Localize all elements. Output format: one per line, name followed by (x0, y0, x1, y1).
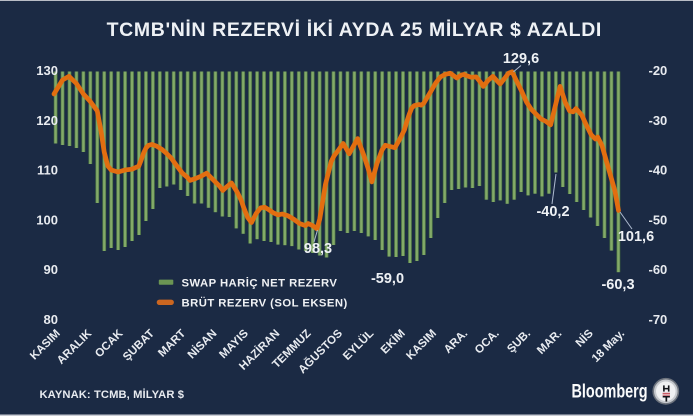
svg-text:KAYNAK: TCMB, MİLYAR $: KAYNAK: TCMB, MİLYAR $ (40, 388, 185, 401)
svg-text:-60: -60 (649, 262, 668, 277)
svg-text:-50: -50 (649, 212, 668, 227)
svg-text:80: 80 (44, 312, 58, 327)
svg-text:130: 130 (36, 63, 58, 78)
svg-text:-40: -40 (649, 163, 668, 178)
svg-text:-70: -70 (649, 312, 668, 327)
svg-text:98,3: 98,3 (304, 241, 332, 257)
svg-text:90: 90 (44, 262, 58, 277)
svg-text:-40,2: -40,2 (536, 204, 569, 220)
svg-text:SWAP HARİÇ NET REZERV: SWAP HARİÇ NET REZERV (182, 277, 338, 290)
svg-text:-60,3: -60,3 (601, 277, 634, 293)
svg-text:110: 110 (37, 163, 58, 178)
svg-text:129,6: 129,6 (503, 51, 539, 67)
svg-text:120: 120 (36, 113, 58, 128)
svg-text:101,6: 101,6 (618, 229, 654, 245)
svg-text:TCMB'NİN REZERVİ İKİ AYDA 25 M: TCMB'NİN REZERVİ İKİ AYDA 25 MİLYAR $ AZ… (107, 18, 602, 41)
svg-text:100: 100 (36, 212, 58, 227)
svg-text:-20: -20 (649, 63, 668, 78)
svg-text:Bloomberg: Bloomberg (572, 379, 648, 402)
svg-text:BRÜT REZERV (SOL EKSEN): BRÜT REZERV (SOL EKSEN) (182, 297, 348, 310)
svg-text:-30: -30 (649, 113, 668, 128)
svg-text:-59,0: -59,0 (371, 271, 404, 287)
